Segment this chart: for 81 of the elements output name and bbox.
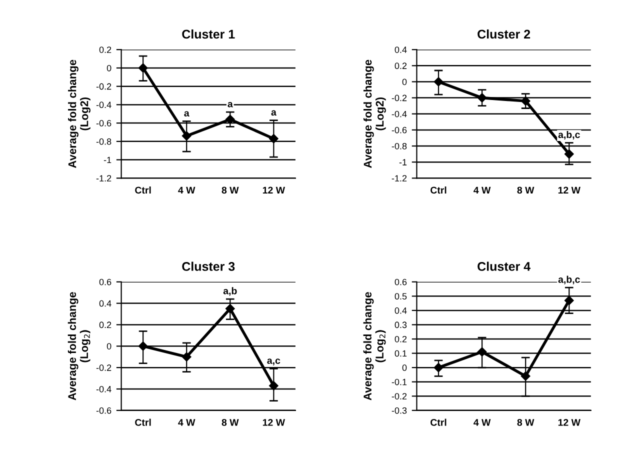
point: [182, 131, 192, 141]
y-tick-label: 0.1: [394, 350, 407, 357]
y-tick-label: 0.2: [99, 322, 112, 328]
chart-title: Cluster 1: [182, 29, 235, 39]
y-tick-label: -0.3: [392, 407, 407, 414]
x-tick-label: 4 W: [474, 419, 491, 426]
y-tick-label: -0.8: [392, 142, 407, 150]
y-tick-label: -0.2: [96, 364, 112, 371]
annotation: a,b,c: [558, 130, 580, 140]
y-tick-label: -1: [104, 156, 112, 164]
x-tick-label: Ctrl: [135, 418, 151, 426]
y-tick-label: 0.4: [99, 300, 112, 307]
x-tick-label: 4 W: [474, 186, 491, 194]
y-tick-label: -0.2: [96, 83, 112, 90]
annotation: a: [228, 102, 233, 108]
point: [226, 114, 235, 124]
y-tick-label: 0.2: [99, 46, 112, 53]
point: [226, 304, 235, 314]
x-tick-label: 8 W: [517, 186, 534, 194]
y-tick-label: -0.2: [392, 393, 407, 400]
y-tick-label: -0.1: [392, 378, 407, 386]
point: [434, 77, 444, 86]
point: [564, 149, 574, 159]
y-tick-label: 0.4: [394, 46, 407, 53]
y-tick-label: 0.3: [394, 322, 407, 328]
x-tick-label: 4 W: [178, 419, 196, 426]
annotation: a,b,c: [558, 276, 580, 284]
y-tick-label: -0.2: [392, 94, 407, 102]
y-tick-label: 0.4: [394, 307, 407, 314]
annotation: a: [184, 111, 190, 117]
point: [138, 342, 148, 351]
y-axis-title: Average fold change (Log$_{2}$): [68, 292, 90, 400]
x-tick-label: 12 W: [558, 419, 580, 426]
x-tick-label: 8 W: [222, 419, 239, 426]
point: [138, 63, 148, 73]
point: [434, 362, 444, 372]
point: [477, 93, 487, 102]
y-tick-label: 0.2: [394, 336, 407, 342]
x-tick-label: 8 W: [517, 419, 534, 426]
x-tick-label: Ctrl: [430, 186, 446, 194]
y-tick-label: -1.2: [392, 175, 407, 182]
y-axis-title: Average fold change (Log$_{2}$): [363, 292, 386, 400]
y-axis-title: Average fold change (Log2): [363, 60, 386, 168]
y-tick-label: -1: [399, 159, 407, 166]
point: [269, 134, 278, 144]
chart-title: Cluster 3: [182, 262, 235, 271]
y-tick-label: 0.6: [99, 278, 112, 286]
x-tick-label: Ctrl: [135, 186, 151, 194]
y-tick-label: 0.5: [394, 293, 407, 300]
y-tick-label: -0.4: [392, 110, 407, 118]
point: [520, 96, 530, 106]
x-tick-label: 12 W: [262, 186, 286, 194]
y-tick-label: 0.6: [394, 278, 407, 286]
point: [182, 352, 192, 362]
y-tick-label: -0.6: [96, 407, 112, 414]
y-tick-label: -0.4: [96, 102, 112, 108]
y-tick-label: -1.2: [96, 175, 112, 182]
x-tick-label: 12 W: [262, 419, 286, 426]
point: [269, 381, 278, 390]
y-axis-title: Average fold change (Log2): [68, 60, 90, 168]
y-tick-label: -0.6: [96, 120, 112, 126]
chart-title: Cluster 2: [478, 29, 530, 39]
y-tick-label: 0: [106, 64, 112, 72]
x-tick-label: 8 W: [222, 186, 239, 194]
y-tick-label: -0.8: [96, 138, 112, 145]
point: [520, 372, 530, 381]
x-tick-label: Ctrl: [430, 418, 446, 426]
y-tick-label: 0: [402, 364, 407, 371]
point: [477, 347, 487, 356]
x-tick-label: 4 W: [178, 186, 196, 194]
y-tick-label: 0.2: [394, 62, 407, 70]
point: [564, 296, 574, 306]
y-tick-label: 0: [402, 78, 407, 86]
y-tick-label: -0.6: [392, 126, 407, 134]
annotation: a,b: [223, 287, 237, 296]
y-tick-label: -0.4: [96, 386, 112, 392]
x-tick-label: 12 W: [558, 186, 580, 194]
annotation: a: [271, 110, 276, 116]
y-tick-label: 0: [106, 343, 112, 350]
chart-title: Cluster 4: [478, 262, 530, 271]
annotation: a,c: [267, 358, 280, 366]
